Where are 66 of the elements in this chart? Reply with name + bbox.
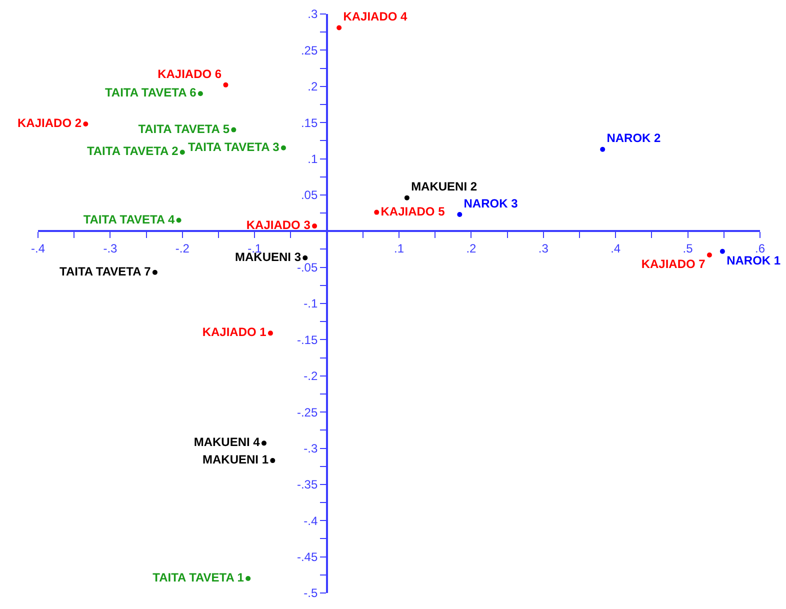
y-tick-label: -.05 bbox=[296, 260, 318, 275]
y-tick-label: -.5 bbox=[304, 586, 318, 600]
x-tick-label: .5 bbox=[682, 241, 694, 256]
point bbox=[706, 252, 712, 258]
x-tick-label: -.3 bbox=[103, 241, 118, 256]
series-label: KAJIADO 3 bbox=[246, 218, 311, 232]
point bbox=[261, 440, 266, 446]
point bbox=[180, 150, 185, 155]
series-label: KAJIADO 2 bbox=[18, 116, 82, 130]
y-tick-label: -.4 bbox=[304, 514, 318, 528]
y-tick-label: .25 bbox=[300, 43, 318, 58]
x-tick-label: .3 bbox=[538, 241, 549, 256]
series-label: KAJIADO 7 bbox=[641, 257, 706, 272]
x-tick-label: .4 bbox=[610, 241, 621, 256]
point bbox=[270, 458, 276, 464]
series-label: KAJIADO 5 bbox=[380, 204, 446, 218]
series-label: TAITA TAVETA 1 bbox=[152, 570, 244, 585]
series-label: KAJIADO 4 bbox=[343, 10, 408, 24]
x-tick-label: .2 bbox=[466, 241, 477, 256]
series-label: MAKUENI 4 bbox=[194, 435, 260, 450]
series-label: TAITA TAVETA 3 bbox=[188, 140, 280, 154]
y-tick-label: -.45 bbox=[296, 550, 318, 564]
x-tick-label: -.4 bbox=[30, 241, 46, 256]
y-tick-label: .3 bbox=[308, 7, 318, 22]
series-label: TAITA TAVETA 7 bbox=[60, 264, 152, 278]
series-label: NAROK 1 bbox=[726, 254, 781, 268]
series-label: MAKUENI 2 bbox=[411, 180, 478, 194]
series-label: MAKUENI 1 bbox=[202, 452, 269, 467]
series-label: KAJIADO 1 bbox=[202, 325, 267, 340]
point bbox=[280, 145, 286, 150]
point bbox=[246, 576, 251, 582]
x-tick-label: .1 bbox=[394, 241, 404, 256]
point bbox=[83, 122, 88, 127]
x-tick-label: -.2 bbox=[175, 241, 190, 256]
y-tick-label: -.25 bbox=[296, 405, 318, 420]
point bbox=[223, 82, 228, 88]
point bbox=[600, 146, 606, 152]
series-label: NAROK 2 bbox=[606, 131, 662, 146]
point bbox=[176, 218, 182, 223]
point bbox=[268, 330, 273, 336]
y-tick-label: -.2 bbox=[304, 369, 318, 384]
y-tick-label: .05 bbox=[300, 188, 318, 202]
y-tick-label: .1 bbox=[308, 152, 318, 166]
y-tick-label: -.15 bbox=[296, 332, 318, 347]
point bbox=[457, 212, 462, 217]
x-tick-label: .6 bbox=[754, 241, 766, 256]
series-label: TAITA TAVETA 6 bbox=[104, 86, 197, 100]
point bbox=[198, 91, 203, 96]
y-tick-label: -.3 bbox=[304, 441, 318, 456]
point bbox=[302, 255, 308, 260]
point bbox=[231, 127, 236, 132]
series-label: KAJIADO 6 bbox=[158, 66, 222, 81]
series-label: NAROK 3 bbox=[464, 196, 518, 210]
y-tick-label: -.1 bbox=[304, 296, 318, 311]
series-label: TAITA TAVETA 2 bbox=[86, 144, 179, 158]
point bbox=[336, 25, 342, 30]
y-tick-label: -.35 bbox=[296, 478, 318, 492]
series-label: TAITA TAVETA 5 bbox=[138, 122, 230, 136]
series-label: TAITA TAVETA 4 bbox=[83, 212, 175, 226]
y-tick-label: .2 bbox=[308, 80, 318, 94]
point bbox=[720, 248, 725, 254]
y-tick-label: .15 bbox=[300, 116, 318, 130]
point bbox=[312, 224, 318, 229]
point bbox=[404, 195, 410, 200]
point bbox=[374, 210, 380, 215]
point bbox=[152, 270, 158, 275]
